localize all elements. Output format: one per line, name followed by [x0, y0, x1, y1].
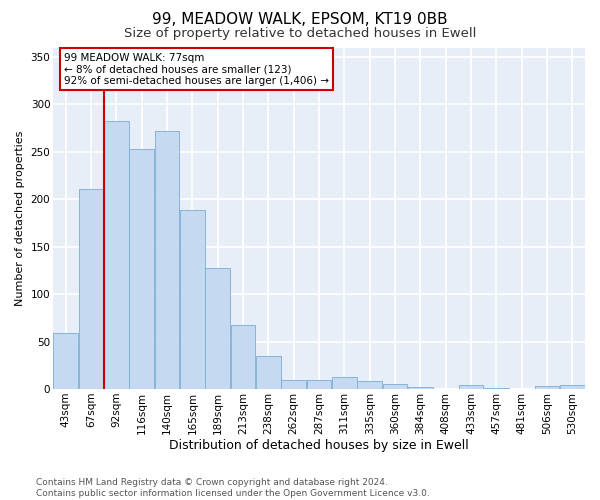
- Bar: [332, 376, 356, 389]
- Bar: [205, 268, 230, 389]
- Text: 99 MEADOW WALK: 77sqm
← 8% of detached houses are smaller (123)
92% of semi-deta: 99 MEADOW WALK: 77sqm ← 8% of detached h…: [64, 52, 329, 86]
- Bar: [256, 356, 281, 389]
- Bar: [104, 120, 128, 389]
- Bar: [281, 380, 306, 389]
- Text: 99, MEADOW WALK, EPSOM, KT19 0BB: 99, MEADOW WALK, EPSOM, KT19 0BB: [152, 12, 448, 28]
- Bar: [155, 131, 179, 389]
- Bar: [231, 324, 256, 389]
- Bar: [180, 210, 205, 389]
- Bar: [408, 387, 433, 389]
- Bar: [53, 333, 78, 389]
- Bar: [560, 385, 584, 389]
- Bar: [484, 388, 509, 389]
- Text: Size of property relative to detached houses in Ewell: Size of property relative to detached ho…: [124, 28, 476, 40]
- Bar: [383, 384, 407, 389]
- Bar: [358, 382, 382, 389]
- X-axis label: Distribution of detached houses by size in Ewell: Distribution of detached houses by size …: [169, 440, 469, 452]
- Bar: [535, 386, 559, 389]
- Bar: [307, 380, 331, 389]
- Bar: [79, 189, 103, 389]
- Y-axis label: Number of detached properties: Number of detached properties: [15, 130, 25, 306]
- Bar: [459, 385, 484, 389]
- Text: Contains HM Land Registry data © Crown copyright and database right 2024.
Contai: Contains HM Land Registry data © Crown c…: [36, 478, 430, 498]
- Bar: [130, 149, 154, 389]
